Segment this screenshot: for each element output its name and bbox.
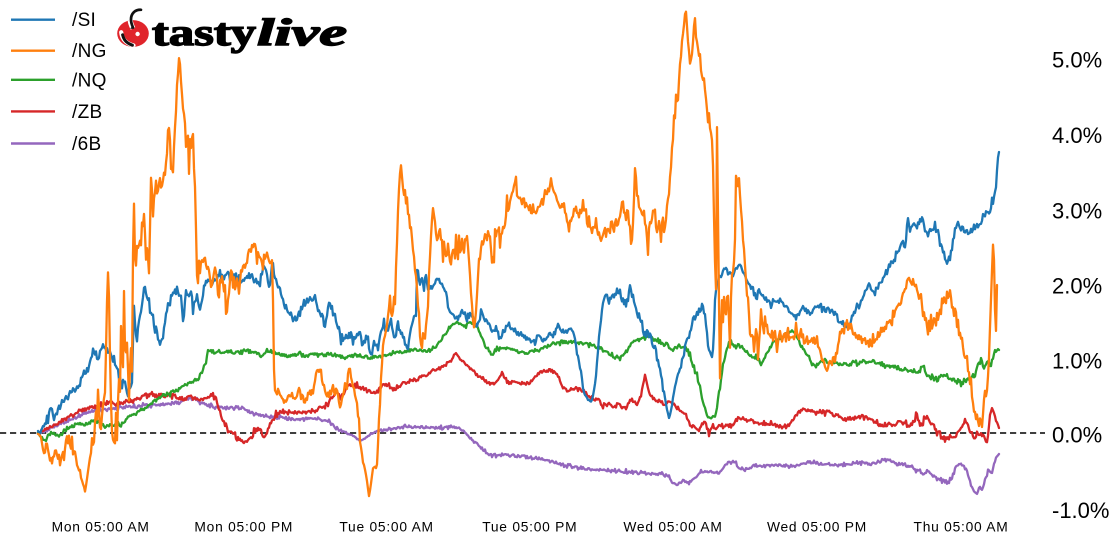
svg-text:/SI: /SI — [72, 10, 96, 31]
svg-text:4.0%: 4.0% — [1052, 123, 1102, 148]
svg-text:3.0%: 3.0% — [1052, 199, 1102, 224]
svg-text:Wed 05:00 AM: Wed 05:00 AM — [623, 520, 722, 535]
svg-text:0.0%: 0.0% — [1052, 423, 1102, 448]
svg-text:2.0%: 2.0% — [1052, 274, 1102, 299]
svg-text:/ZB: /ZB — [72, 102, 102, 123]
svg-text:Mon 05:00 AM: Mon 05:00 AM — [52, 520, 150, 535]
svg-text:5.0%: 5.0% — [1052, 48, 1102, 73]
svg-text:Tue 05:00 AM: Tue 05:00 AM — [339, 520, 433, 535]
svg-text:1.0%: 1.0% — [1052, 349, 1102, 374]
svg-text:Wed 05:00 PM: Wed 05:00 PM — [767, 520, 867, 535]
svg-text:Tue 05:00 PM: Tue 05:00 PM — [482, 520, 577, 535]
svg-text:/NQ: /NQ — [72, 70, 107, 91]
svg-text:-1.0%: -1.0% — [1052, 498, 1109, 523]
svg-text:/6B: /6B — [72, 134, 101, 155]
svg-text:Mon 05:00 PM: Mon 05:00 PM — [194, 520, 293, 535]
svg-text:Thu 05:00 AM: Thu 05:00 AM — [914, 520, 1009, 535]
svg-text:/NG: /NG — [72, 41, 107, 62]
svg-text:tasty: tasty — [152, 12, 256, 54]
svg-text:live: live — [257, 12, 347, 54]
